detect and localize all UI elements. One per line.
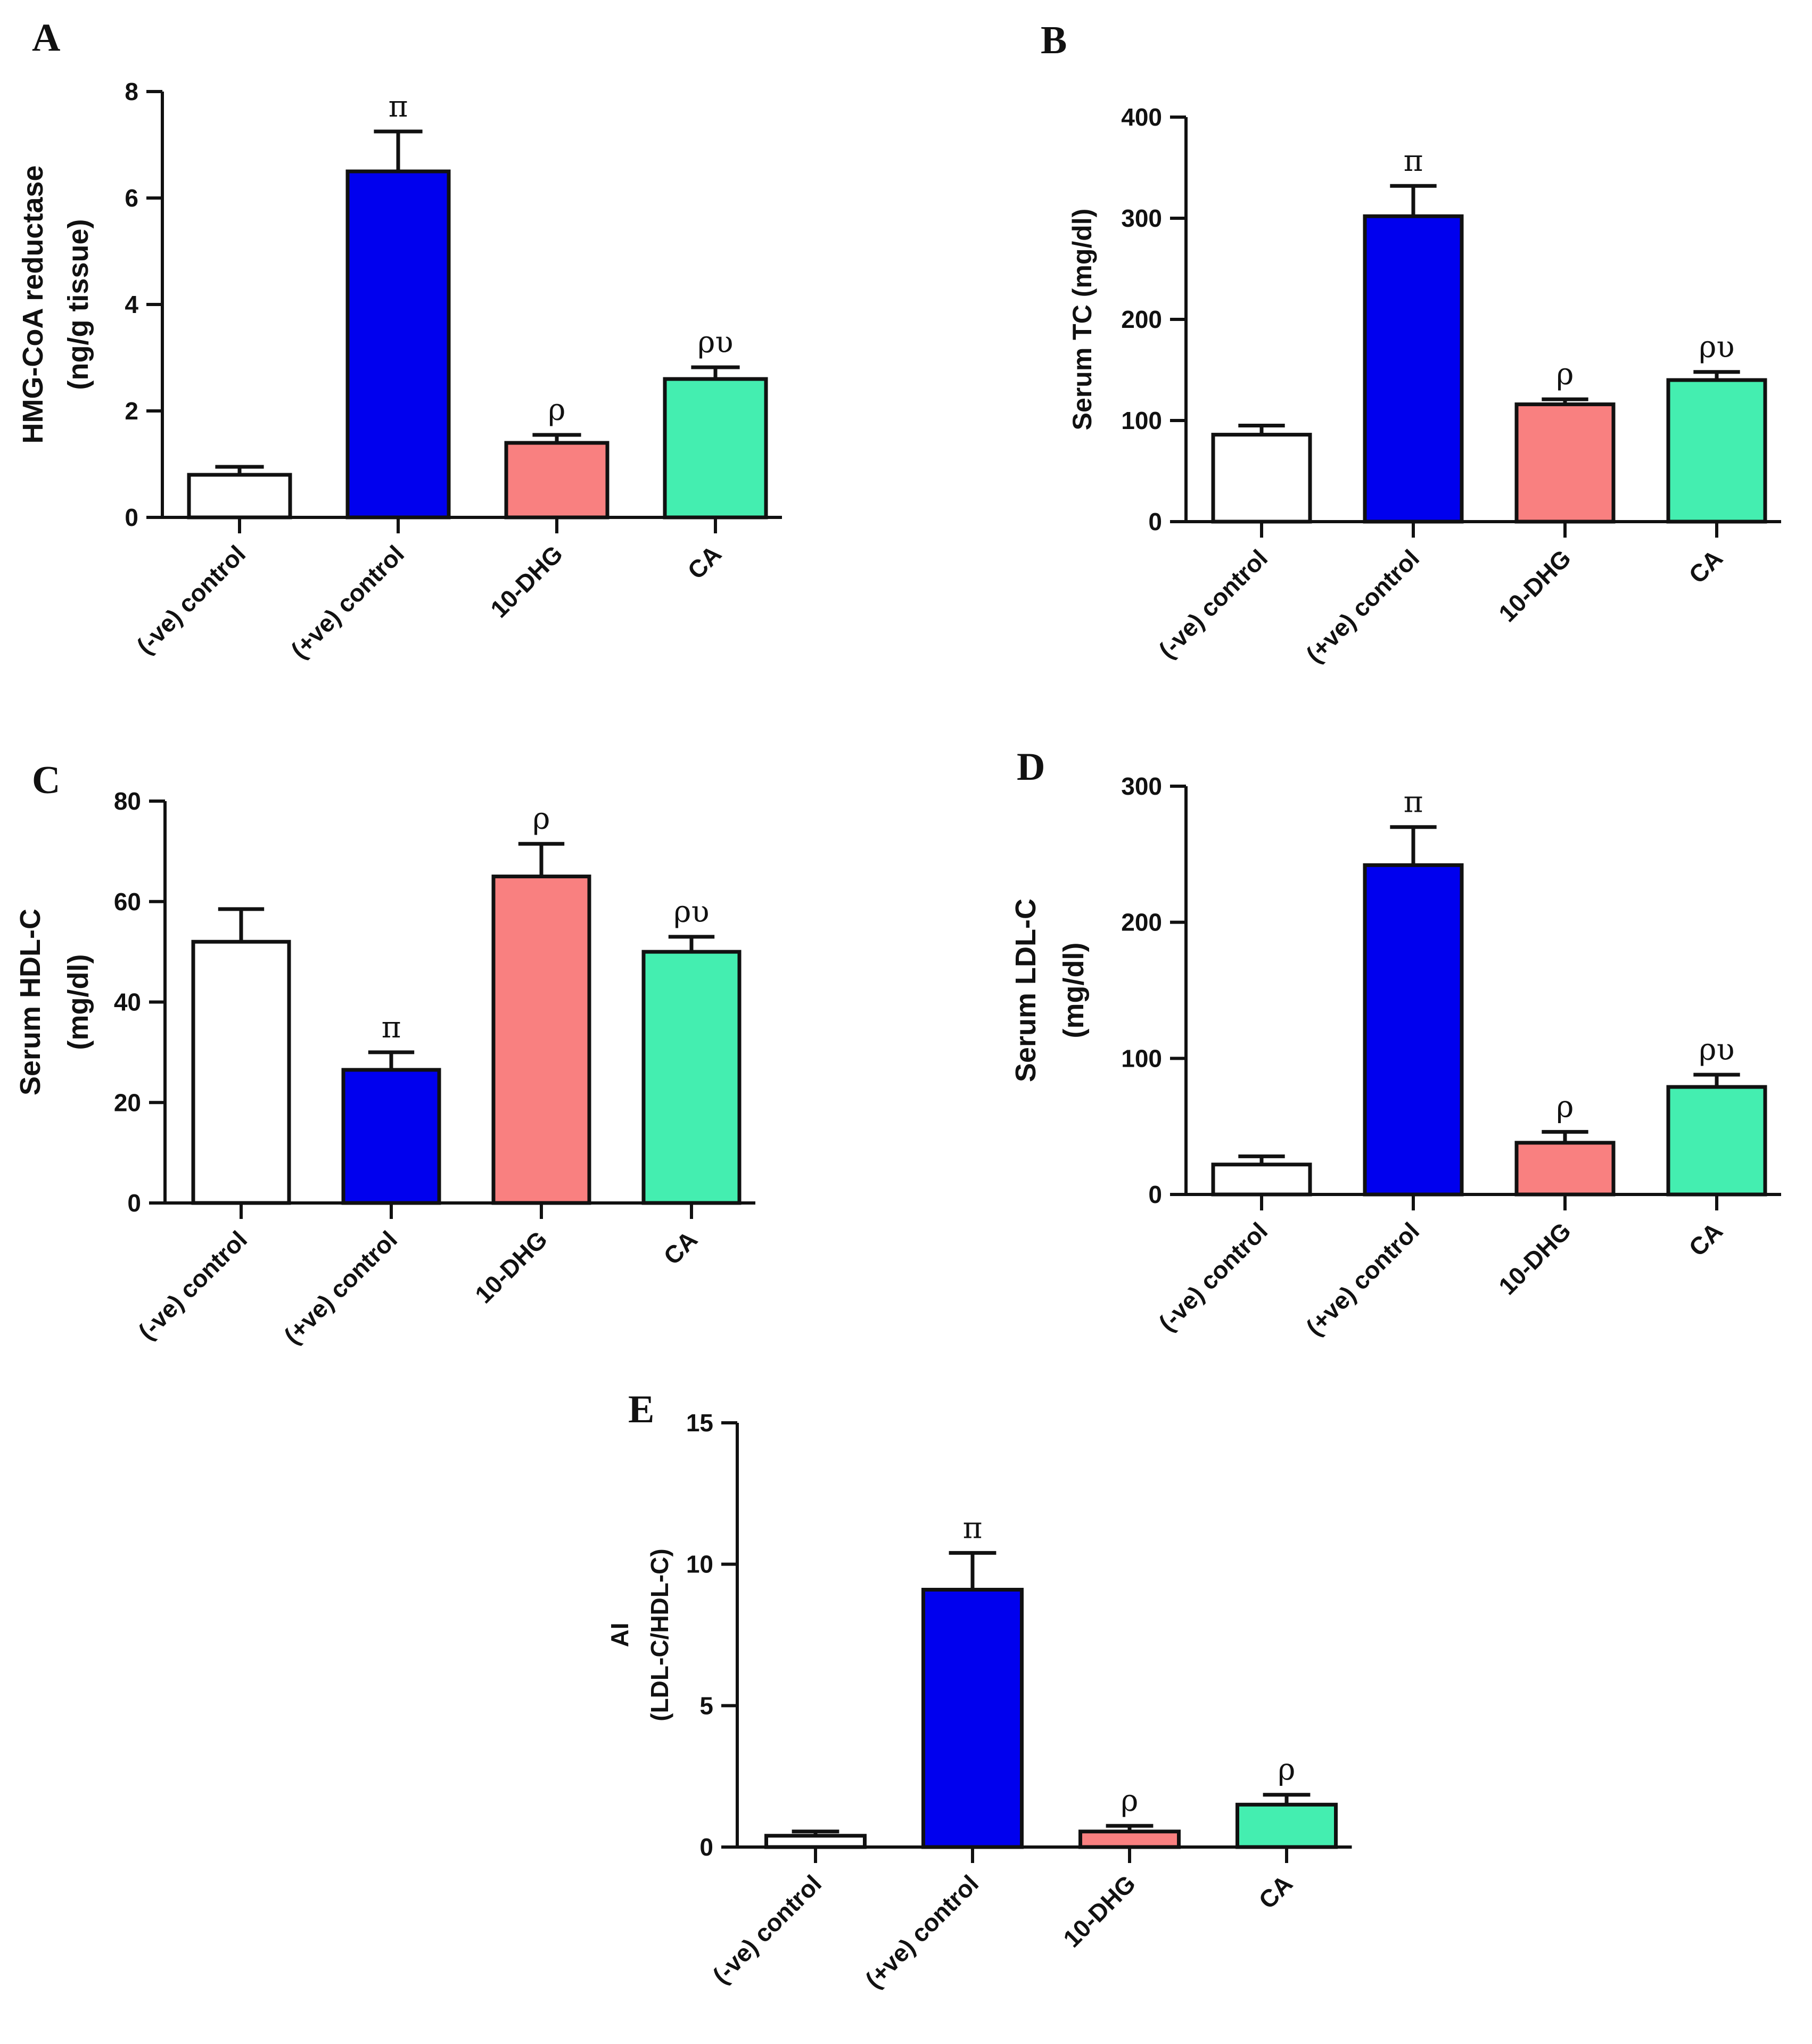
panel-c: C 0 20 40 60 80 Serum HDL-C (mg/dl) (-ve) contro… — [14, 759, 755, 1349]
y-tick-label: 5 — [699, 1692, 713, 1719]
x-tick-label: (-ve) control — [131, 540, 251, 660]
x-tick-label: 10-DHG — [470, 1225, 553, 1308]
significance-marker: π — [963, 1511, 983, 1545]
x-tick-label: (+ve) control — [278, 1225, 402, 1349]
x-tick-label: CA — [682, 540, 727, 584]
y-tick-label: 300 — [1121, 772, 1162, 800]
bar — [1236, 1802, 1338, 1849]
significance-marker: ρυ — [1699, 1033, 1735, 1067]
y-tick-label: 20 — [114, 1089, 141, 1116]
bar — [764, 1834, 867, 1849]
significance-marker: ρ — [548, 393, 566, 427]
bar — [663, 377, 768, 520]
x-tick-label: CA — [658, 1225, 703, 1270]
panel-letter: B — [1041, 19, 1067, 62]
y-axis-label: HMG-CoA reductase — [17, 165, 49, 443]
y-axis-label: (mg/dl) — [62, 954, 94, 1050]
bar — [1211, 1163, 1312, 1197]
bar — [345, 169, 451, 520]
panel-d: D 0 100 200 300 Serum LDL-C (mg/dl) (-ve) contr… — [1010, 745, 1781, 1341]
significance-marker: ρυ — [1699, 330, 1735, 365]
bar — [1363, 214, 1464, 524]
x-tick-label: 10-DHG — [1493, 544, 1576, 627]
y-tick-label: 10 — [686, 1551, 713, 1578]
y-tick-label: 8 — [125, 78, 138, 105]
significance-marker: π — [389, 89, 408, 124]
x-tick-label: (+ve) control — [1300, 1217, 1424, 1341]
x-tick-label: CA — [1683, 544, 1728, 589]
y-axis-label: Serum HDL-C — [14, 909, 46, 1095]
y-tick-label: 400 — [1121, 103, 1162, 131]
y-tick-label: 15 — [686, 1409, 713, 1437]
x-tick-label: (-ve) control — [133, 1225, 252, 1345]
panel-b: B 0 100 200 300 400 Serum TC (mg/dl) (-ve) cont… — [1041, 19, 1781, 668]
panel-a: A 0 2 4 6 8 HMG-CoA reductase (ng/g tissue) (-ve… — [17, 16, 782, 664]
significance-marker: ρυ — [698, 325, 734, 360]
x-tick-label: (-ve) control — [1153, 544, 1273, 664]
significance-marker: ρυ — [674, 895, 710, 929]
panel-letter: C — [32, 759, 60, 802]
y-axis-label: (mg/dl) — [1058, 943, 1090, 1039]
significance-marker: ρ — [533, 802, 550, 836]
bar — [341, 1068, 441, 1205]
y-tick-label: 200 — [1121, 306, 1162, 333]
bar — [491, 875, 591, 1205]
y-tick-label: 2 — [125, 397, 138, 425]
x-tick-label: CA — [1253, 1869, 1298, 1914]
significance-marker: π — [382, 1010, 401, 1045]
y-tick-label: 0 — [1148, 508, 1162, 535]
y-tick-label: 40 — [114, 988, 141, 1016]
y-axis-label: Serum TC (mg/dl) — [1067, 209, 1097, 431]
y-tick-label: 100 — [1121, 1044, 1162, 1072]
x-tick-label: CA — [1683, 1217, 1728, 1262]
y-tick-label: 80 — [114, 787, 141, 815]
panel-letter: E — [628, 1388, 654, 1431]
bar — [641, 950, 742, 1205]
y-tick-label: 0 — [699, 1833, 713, 1861]
y-axis-label: (LDL-C/HDL-C) — [646, 1548, 673, 1721]
panel-letter: D — [1017, 745, 1045, 789]
y-axis-label: (ng/g tissue) — [62, 219, 94, 390]
y-tick-label: 300 — [1121, 204, 1162, 232]
x-tick-label: 10-DHG — [1493, 1217, 1576, 1300]
x-tick-label: (+ve) control — [860, 1869, 984, 1993]
panel-e: E 0 5 10 15 AI (LDL-C/HDL-C) (-ve) control π (+ve… — [606, 1388, 1352, 1993]
x-tick-label: 10-DHG — [485, 540, 568, 623]
y-tick-label: 4 — [125, 291, 138, 318]
y-tick-label: 0 — [127, 1189, 141, 1217]
bar — [504, 441, 610, 520]
bar — [1078, 1829, 1181, 1849]
bar — [191, 939, 291, 1205]
bar — [1363, 863, 1464, 1197]
bar — [921, 1587, 1024, 1849]
x-tick-label: (+ve) control — [1300, 544, 1424, 668]
y-axis-label: AI — [606, 1623, 633, 1647]
x-tick-label: 10-DHG — [1058, 1869, 1141, 1952]
significance-marker: π — [1404, 785, 1423, 820]
y-tick-label: 0 — [1148, 1181, 1162, 1208]
y-tick-label: 60 — [114, 888, 141, 916]
bar — [1514, 402, 1616, 524]
y-tick-label: 0 — [125, 504, 138, 531]
bar — [1666, 378, 1767, 524]
bar — [1514, 1141, 1616, 1197]
bar — [1666, 1085, 1767, 1197]
panel-letter: A — [32, 16, 60, 60]
significance-marker: π — [1404, 144, 1423, 178]
significance-marker: ρ — [1556, 357, 1574, 392]
y-tick-label: 6 — [125, 184, 138, 212]
x-tick-label: (+ve) control — [285, 540, 409, 664]
y-tick-label: 100 — [1121, 407, 1162, 434]
y-axis-label: Serum LDL-C — [1010, 899, 1042, 1082]
bar — [187, 473, 292, 520]
bar — [1211, 433, 1312, 524]
significance-marker: ρ — [1121, 1784, 1139, 1818]
significance-marker: ρ — [1556, 1090, 1574, 1124]
y-tick-label: 200 — [1121, 909, 1162, 936]
x-tick-label: (-ve) control — [1153, 1217, 1273, 1337]
significance-marker: ρ — [1278, 1753, 1296, 1787]
x-tick-label: (-ve) control — [707, 1869, 827, 1989]
